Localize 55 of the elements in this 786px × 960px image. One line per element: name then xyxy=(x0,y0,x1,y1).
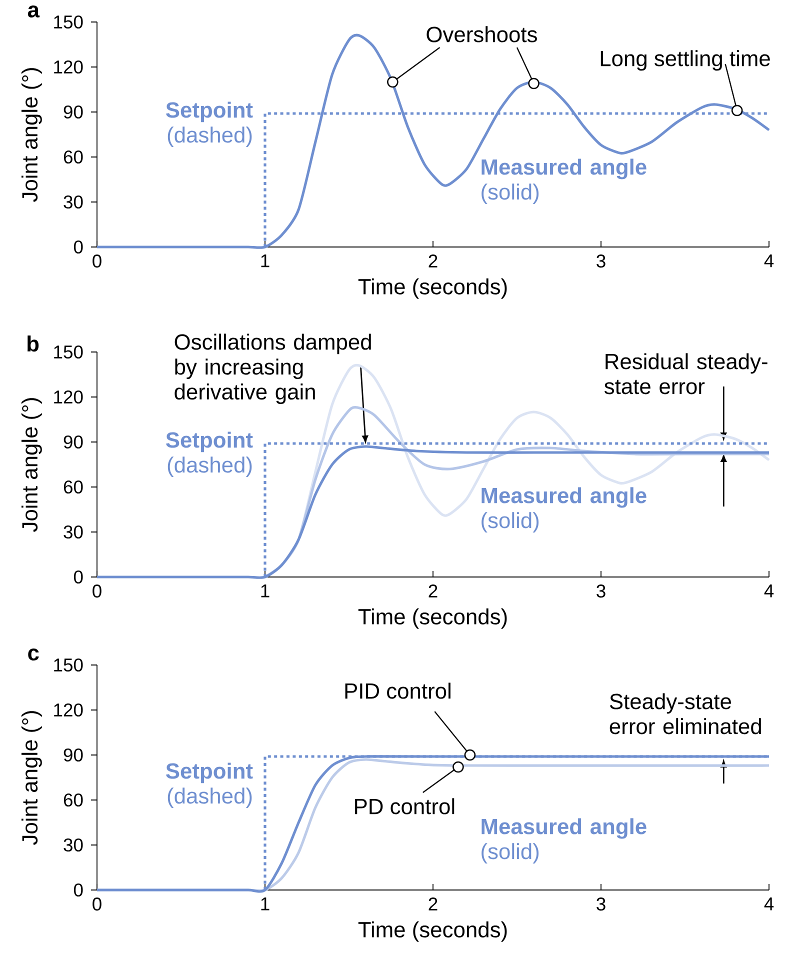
y-tick-label: 30 xyxy=(64,195,83,209)
y-tick-label: 120 xyxy=(54,390,83,404)
x-tick-label: 3 xyxy=(596,584,606,598)
y-tick-label: 150 xyxy=(54,345,83,359)
y-tick-label: 60 xyxy=(64,480,83,494)
x-tick-label: 2 xyxy=(428,898,438,910)
x-tick-label: 4 xyxy=(764,898,774,910)
x-tick-label: 1 xyxy=(261,898,270,910)
y-tick-label: 60 xyxy=(64,793,83,807)
y-tick-label: 30 xyxy=(64,838,83,852)
y-tick-label: 60 xyxy=(64,150,83,164)
x-tick-label: 0 xyxy=(92,254,102,268)
annotation: Overshoots xyxy=(426,26,537,42)
annotation: PID control xyxy=(345,682,450,699)
y-tick-label: 90 xyxy=(64,748,83,762)
y-axis-title: Joint angle (°) xyxy=(21,68,42,202)
y-axis-title: Joint angle (°) xyxy=(21,711,42,845)
y-tick-label: 90 xyxy=(64,435,83,449)
x-tick-label: 2 xyxy=(428,254,438,268)
y-tick-label: 150 xyxy=(54,15,83,29)
series-label: Setpoint (dashed) xyxy=(166,762,253,808)
chart-title: b xyxy=(28,336,39,352)
annotation: Oscillations damped by increasing derivative gain xyxy=(174,334,371,404)
annotation: Long settling time xyxy=(600,50,770,71)
x-tick-label: 3 xyxy=(596,254,606,268)
x-axis-title: Time (seconds) xyxy=(358,278,507,299)
x-axis-title: Time (seconds) xyxy=(358,608,507,629)
series-label: Setpoint (dashed) xyxy=(166,102,253,148)
y-axis-title: Joint angle (°) xyxy=(21,398,42,532)
y-tick-label: 0 xyxy=(74,883,83,897)
y-tick-label: 0 xyxy=(74,240,83,254)
annotation: Residual steady-state error xyxy=(604,353,768,394)
series-label: Setpoint (dashed) xyxy=(166,432,253,478)
y-tick-label: 0 xyxy=(74,570,83,584)
x-tick-label: 4 xyxy=(764,254,774,268)
series-label: Measured angle (solid) xyxy=(482,487,646,533)
text: Measured angle (solid) xyxy=(482,818,646,864)
y-tick-label: 120 xyxy=(54,703,83,717)
y-tick-label: 90 xyxy=(64,105,83,119)
x-tick-label: 0 xyxy=(92,584,102,598)
chart-title: a xyxy=(28,6,40,18)
y-tick-label: 150 xyxy=(54,658,83,672)
series-label: Measured angle (solid) xyxy=(482,158,646,204)
x-axis-title: Time (seconds) xyxy=(358,921,507,942)
x-tick-label: 3 xyxy=(596,898,606,911)
x-tick-label: 0 xyxy=(92,898,102,911)
chart-title: c xyxy=(28,648,39,661)
x-tick-label: 1 xyxy=(261,254,270,268)
x-tick-label: 1 xyxy=(261,584,270,598)
x-tick-label: 2 xyxy=(428,584,438,598)
annotation: Steady-state error eliminated xyxy=(610,693,761,734)
y-tick-label: 30 xyxy=(64,525,83,539)
x-tick-label: 4 xyxy=(764,584,774,598)
y-tick-label: 120 xyxy=(54,60,83,74)
annotation: PD control xyxy=(355,798,454,814)
